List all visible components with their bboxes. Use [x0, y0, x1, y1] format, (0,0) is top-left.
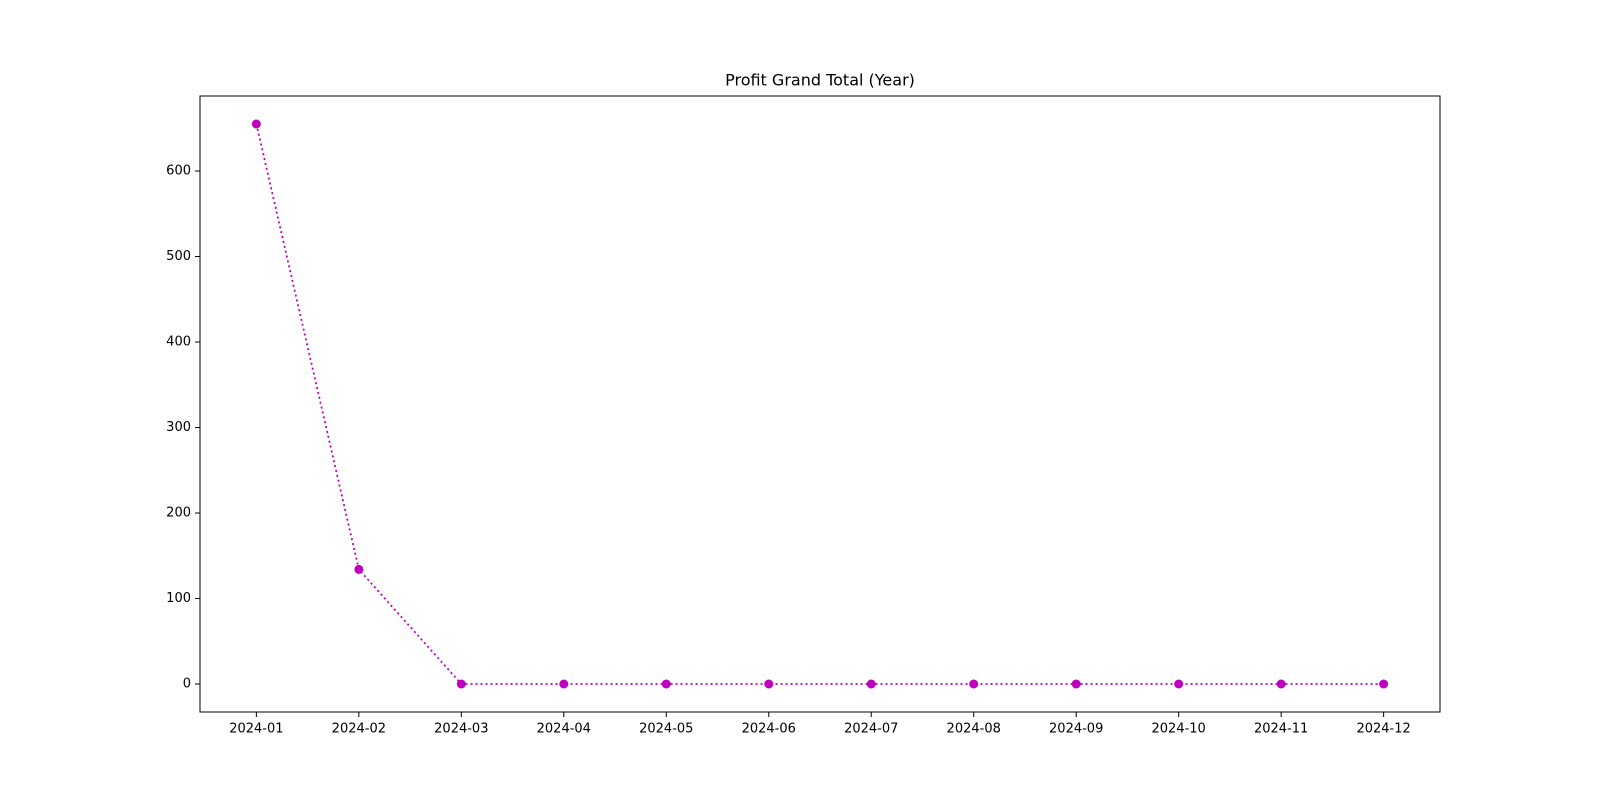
point	[456, 679, 466, 689]
y-tick-label: 500	[166, 249, 191, 264]
plot-frame	[199, 95, 1441, 713]
x-tick-label: 2024-08	[947, 722, 1001, 737]
x-tick-label: 2024-07	[844, 722, 898, 737]
x-tick-label: 2024-02	[332, 722, 386, 737]
y-tick-label: 400	[166, 335, 191, 350]
chart-title: Profit Grand Total (Year)	[725, 71, 915, 90]
x-tick-label: 2024-10	[1152, 722, 1206, 737]
point	[1071, 679, 1081, 689]
y-tick-label: 0	[183, 677, 191, 692]
x-tick-label: 2024-03	[434, 722, 488, 737]
point	[866, 679, 876, 689]
point	[1276, 679, 1286, 689]
point	[251, 119, 261, 129]
y-tick-label: 200	[166, 506, 191, 521]
x-tick-label: 2024-11	[1254, 722, 1308, 737]
point	[559, 679, 569, 689]
point	[969, 679, 979, 689]
y-tick-label: 300	[166, 420, 191, 435]
point	[1379, 679, 1389, 689]
y-tick-label: 100	[166, 591, 191, 606]
point	[354, 564, 364, 574]
y-tick-label: 600	[166, 164, 191, 179]
x-tick-label: 2024-05	[639, 722, 693, 737]
x-tick-label: 2024-01	[229, 722, 283, 737]
point	[1174, 679, 1184, 689]
x-tick-label: 2024-04	[537, 722, 591, 737]
point	[661, 679, 671, 689]
line	[255, 123, 1384, 685]
x-tick-label: 2024-09	[1049, 722, 1103, 737]
point	[764, 679, 774, 689]
x-tick-label: 2024-06	[742, 722, 796, 737]
x-tick-label: 2024-12	[1356, 722, 1410, 737]
